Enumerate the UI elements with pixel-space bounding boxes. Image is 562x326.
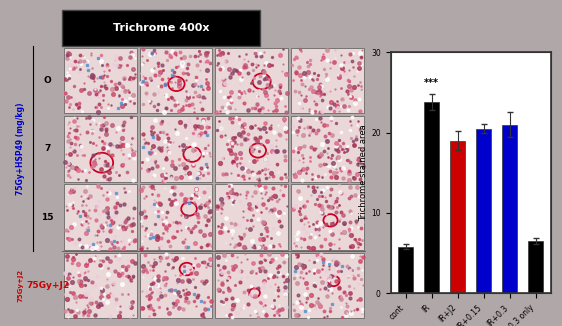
Bar (215, 48, 288, 113)
Bar (215, 184, 288, 250)
Text: 7: 7 (44, 144, 51, 153)
Bar (291, 116, 364, 182)
Bar (450, 141, 465, 293)
Bar (64, 48, 137, 113)
Bar (64, 184, 137, 250)
Bar (215, 253, 288, 318)
Bar (476, 128, 492, 293)
Bar (424, 102, 439, 293)
Bar (215, 116, 288, 182)
Bar (291, 253, 364, 318)
Text: 75Gy+HSP49 (mg/kg): 75Gy+HSP49 (mg/kg) (16, 103, 25, 195)
Text: 75Gy+J2: 75Gy+J2 (26, 281, 69, 290)
Bar (398, 247, 414, 293)
Text: 75Gy+J2: 75Gy+J2 (17, 269, 23, 302)
Text: Trichrome 400x: Trichrome 400x (112, 23, 209, 33)
Bar (64, 116, 137, 182)
Text: 15: 15 (42, 213, 54, 222)
Bar (139, 184, 212, 250)
Bar (528, 241, 543, 293)
FancyBboxPatch shape (62, 10, 260, 46)
Bar (139, 116, 212, 182)
Bar (291, 48, 364, 113)
Text: O: O (44, 76, 52, 85)
Bar (502, 125, 518, 293)
Bar (139, 253, 212, 318)
Y-axis label: Trichrome stained area: Trichrome stained area (359, 125, 368, 221)
Bar (139, 48, 212, 113)
Bar (64, 253, 137, 318)
Bar (291, 184, 364, 250)
Text: ***: *** (424, 78, 439, 88)
